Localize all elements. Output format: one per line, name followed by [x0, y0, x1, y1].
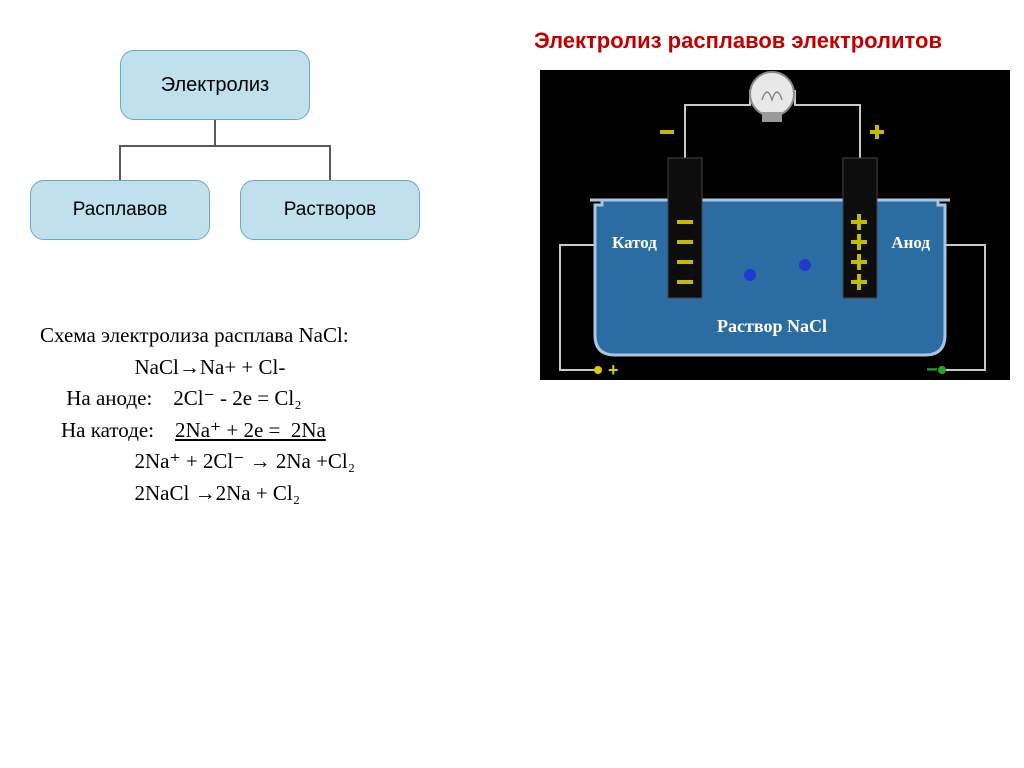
- tree-left: Расплавов: [30, 180, 210, 240]
- reaction-line: NaCl→Na+ + Cl-: [40, 352, 355, 384]
- tree-right: Растворов: [240, 180, 420, 240]
- reactions-block: Схема электролиза расплава NaCl: NaCl→Na…: [40, 320, 355, 509]
- svg-text:Катод: Катод: [612, 233, 657, 252]
- connector-v-right: [329, 145, 331, 180]
- page-title: Электролиз расплавов электролитов: [534, 28, 942, 54]
- connector-v-root: [214, 120, 216, 145]
- electrolysis-apparatus: Катод Анод Раствор NaCl + −: [540, 70, 1010, 380]
- reaction-line: На катоде: 2Na⁺ + 2e = 2Na: [40, 415, 355, 447]
- reaction-line: На аноде: 2Cl⁻ - 2e = Cl₂: [40, 383, 355, 415]
- connector-v-left: [119, 145, 121, 180]
- svg-text:+: +: [608, 360, 619, 380]
- reactions-heading: Схема электролиза расплава NaCl:: [40, 320, 355, 352]
- tree-root: Электролиз: [120, 50, 310, 120]
- svg-text:Раствор NaCl: Раствор NaCl: [717, 316, 827, 336]
- tree-left-label: Расплавов: [73, 199, 168, 221]
- svg-text:−: −: [926, 359, 938, 380]
- svg-text:Анод: Анод: [891, 233, 930, 252]
- tree-root-label: Электролиз: [161, 74, 269, 97]
- connector-h-bar: [119, 145, 331, 147]
- reaction-line: 2NaCl →2Na + Cl₂: [40, 478, 355, 510]
- tree-right-label: Растворов: [284, 199, 377, 221]
- reaction-line: 2Na⁺ + 2Cl⁻ → 2Na +Cl₂: [40, 446, 355, 478]
